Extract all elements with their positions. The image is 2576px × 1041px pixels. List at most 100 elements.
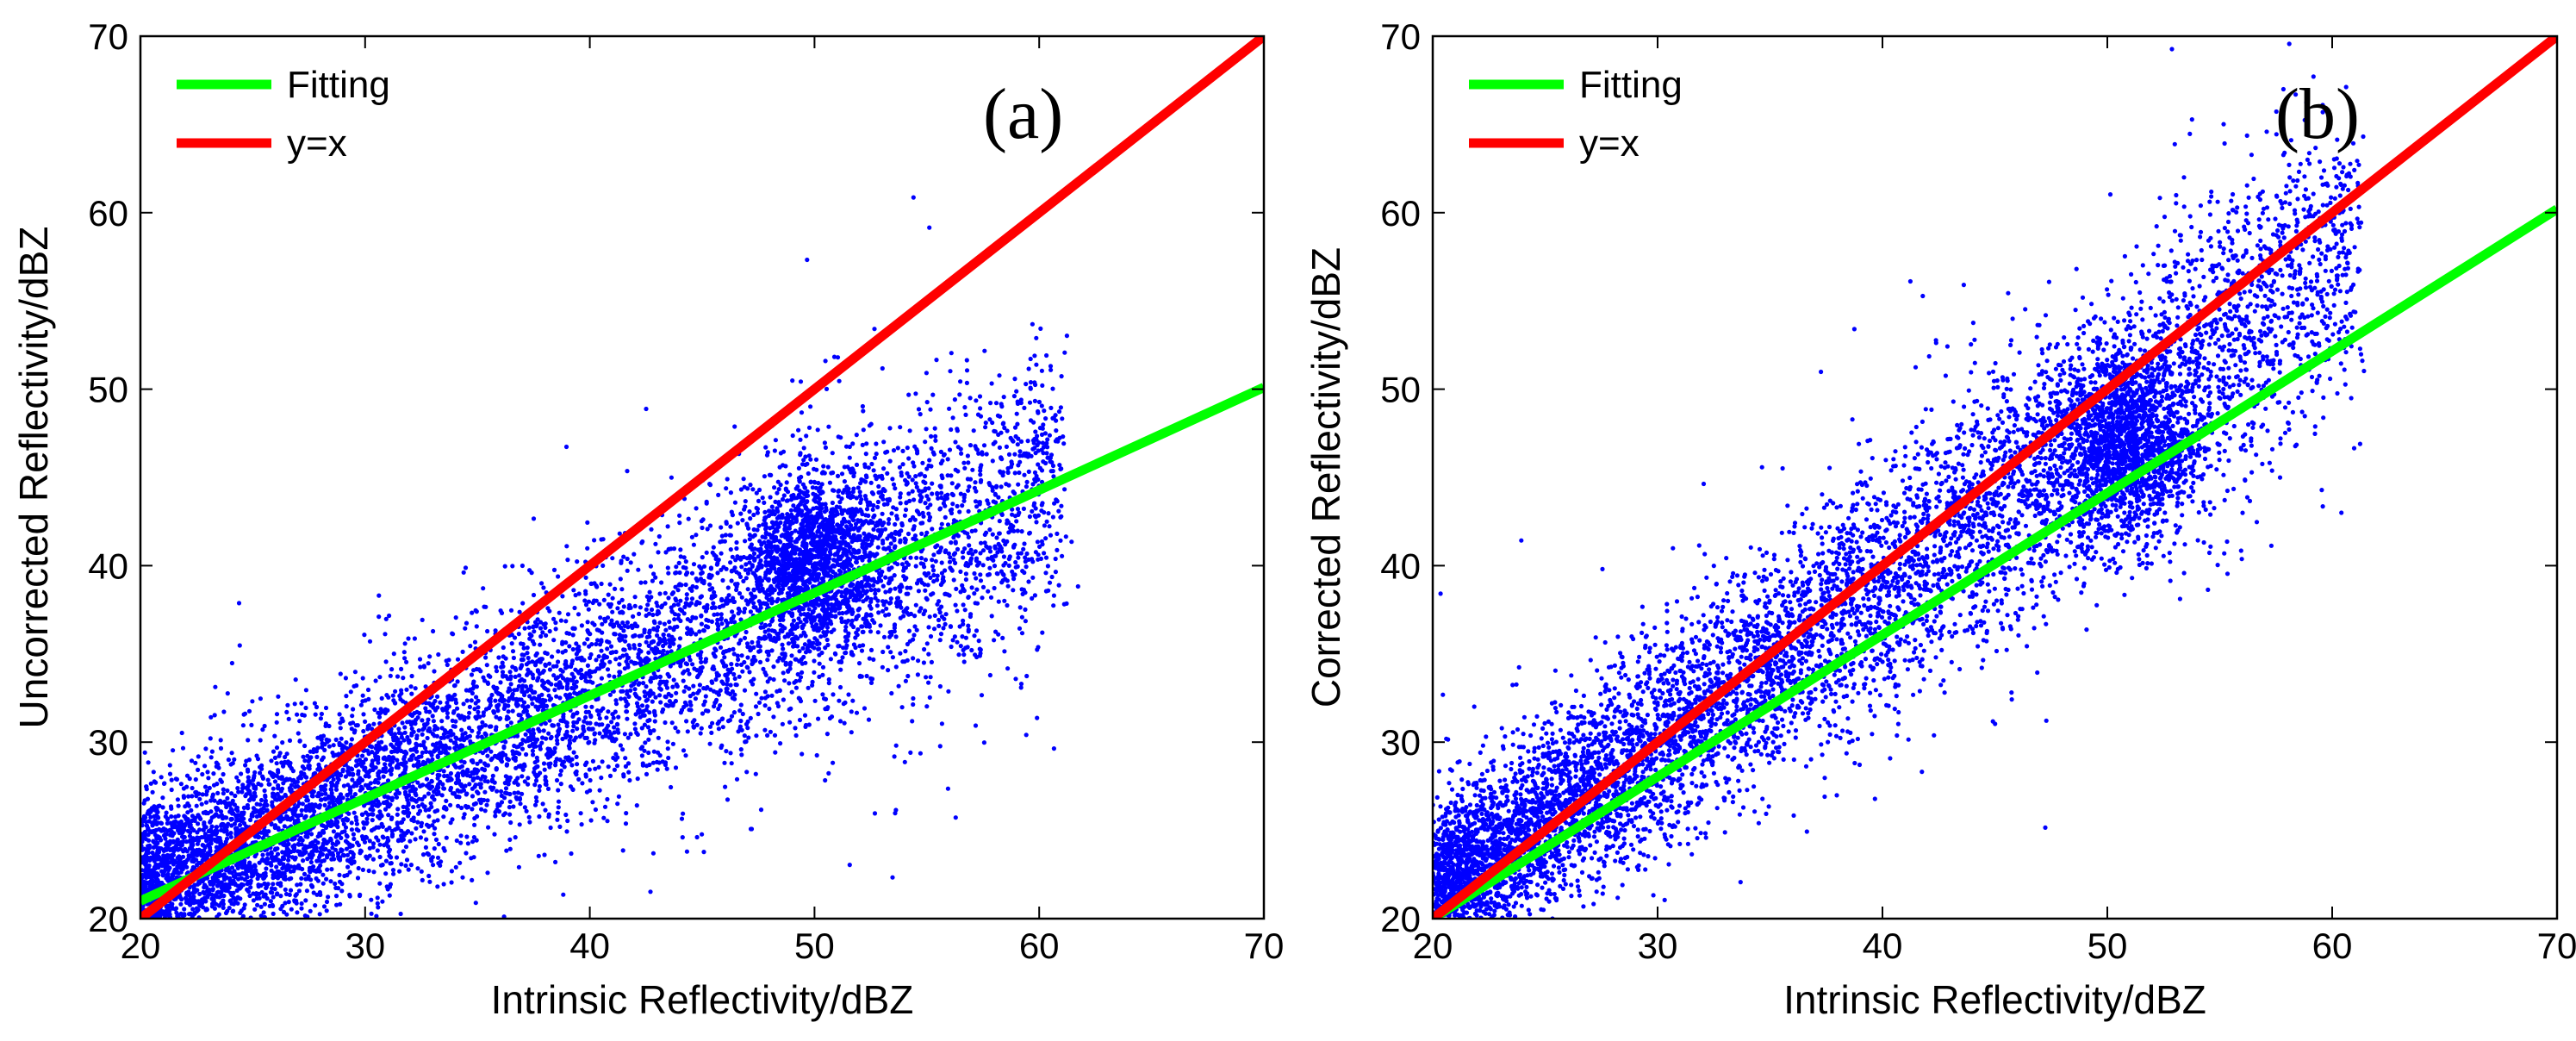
data-point (247, 893, 252, 899)
data-point (324, 876, 329, 882)
data-point (275, 891, 280, 896)
data-point (373, 755, 378, 760)
data-point (928, 502, 933, 508)
data-point (601, 815, 607, 820)
data-point (569, 763, 575, 768)
data-point (556, 722, 561, 727)
data-point (555, 817, 560, 822)
data-point (911, 656, 916, 661)
data-point (357, 893, 363, 899)
data-point (193, 760, 198, 765)
data-point (642, 722, 648, 727)
data-point (983, 421, 988, 426)
data-point (663, 760, 669, 765)
data-point (938, 632, 944, 637)
data-point (969, 528, 974, 534)
data-point (464, 792, 469, 797)
data-point (612, 674, 617, 679)
data-point (955, 608, 960, 614)
data-point (435, 855, 441, 860)
data-point (1051, 746, 1056, 751)
data-point (458, 789, 464, 794)
data-point (340, 852, 346, 857)
data-point (986, 556, 991, 561)
data-point (933, 558, 938, 564)
data-point (495, 801, 501, 807)
data-point (875, 630, 880, 635)
data-point (906, 392, 912, 397)
data-point (623, 756, 628, 761)
data-point (426, 717, 431, 722)
data-point (963, 635, 968, 640)
data-point (1054, 497, 1059, 502)
data-point (915, 451, 920, 456)
data-point (1024, 382, 1029, 387)
data-point (1044, 519, 1049, 524)
data-point (1032, 398, 1037, 403)
data-point (646, 750, 651, 756)
data-point (450, 718, 455, 724)
data-point (735, 653, 740, 658)
data-point (812, 698, 818, 703)
data-point (868, 647, 874, 653)
data-point (976, 561, 981, 567)
data-point (767, 706, 772, 712)
data-point (628, 560, 633, 565)
data-point (451, 732, 456, 737)
data-point (606, 709, 611, 714)
data-point (639, 633, 644, 639)
data-point (623, 639, 628, 644)
data-point (612, 725, 617, 730)
data-point (898, 491, 903, 496)
data-point (675, 613, 681, 618)
data-point (309, 884, 315, 889)
data-point (313, 838, 318, 844)
data-point (778, 741, 783, 746)
data-point (617, 662, 622, 667)
data-point (375, 901, 380, 906)
data-point (224, 836, 230, 842)
data-point (248, 817, 253, 823)
data-point (181, 794, 186, 799)
data-point (209, 749, 215, 754)
data-point (575, 559, 580, 564)
data-point (246, 738, 251, 743)
data-point (800, 751, 805, 757)
data-point (154, 821, 159, 827)
data-point (376, 614, 382, 620)
data-point (622, 732, 628, 737)
data-point (1032, 446, 1037, 451)
data-point (518, 763, 523, 769)
data-point (356, 843, 361, 848)
data-point (624, 811, 629, 816)
data-point (494, 669, 500, 674)
data-point (927, 458, 932, 463)
data-point (1032, 436, 1037, 442)
data-point (521, 652, 526, 658)
data-point (681, 748, 687, 753)
data-point (441, 786, 446, 791)
data-point (641, 681, 646, 686)
data-point (957, 624, 962, 629)
data-point (538, 770, 543, 776)
data-point (363, 719, 368, 725)
data-point (470, 807, 475, 812)
data-point (649, 595, 654, 600)
data-point (146, 850, 151, 856)
data-point (432, 698, 438, 704)
data-point (435, 694, 440, 700)
data-point (678, 554, 683, 559)
data-point (212, 713, 217, 718)
data-point (729, 662, 734, 667)
data-point (258, 873, 263, 878)
data-point (255, 902, 260, 907)
data-point (387, 613, 392, 619)
data-point (956, 652, 961, 658)
data-point (212, 906, 217, 911)
data-point (677, 607, 683, 612)
data-point (913, 474, 918, 479)
data-point (939, 721, 944, 726)
data-point (938, 449, 943, 455)
data-point (859, 674, 864, 679)
data-point (584, 760, 589, 765)
